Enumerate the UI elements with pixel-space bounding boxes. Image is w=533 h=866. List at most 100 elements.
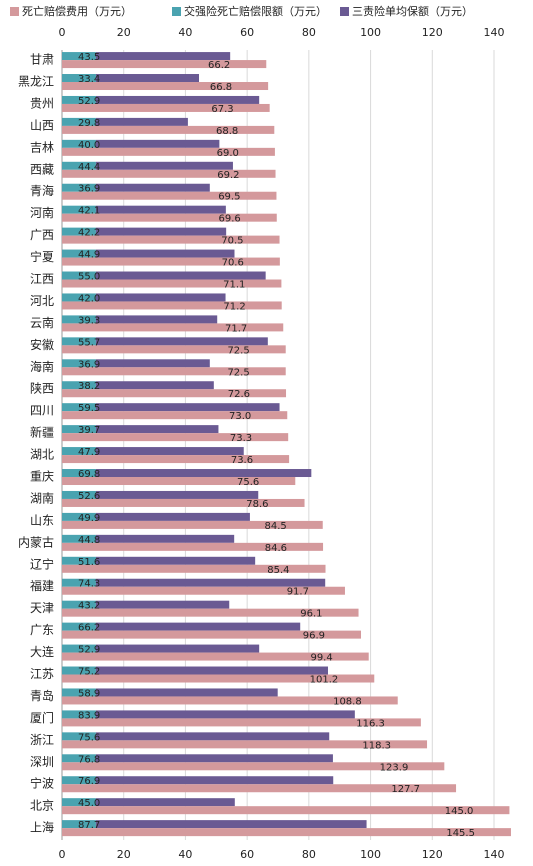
y-tick-label: 黑龙江 — [18, 75, 54, 89]
bar — [95, 139, 220, 148]
data-label: 69.5 — [218, 192, 240, 203]
legend-label: 交强险死亡赔偿限额（万元） — [184, 4, 327, 18]
bar — [95, 337, 268, 346]
data-label: 44.8 — [78, 535, 100, 546]
y-tick-label: 深圳 — [30, 755, 54, 769]
bar — [62, 205, 96, 214]
bar — [62, 191, 277, 200]
x-tick-label-top: 80 — [302, 26, 316, 39]
bar — [95, 74, 200, 83]
data-label: 58.9 — [78, 688, 100, 699]
bar — [95, 710, 355, 719]
bar — [95, 359, 210, 368]
bar — [62, 600, 96, 609]
data-label: 74.3 — [78, 579, 100, 590]
bar — [62, 323, 284, 332]
data-label: 36.9 — [78, 359, 100, 370]
y-tick-label: 浙江 — [30, 733, 54, 747]
bar — [95, 249, 235, 258]
bar — [95, 732, 330, 741]
x-tick-label-bottom: 120 — [422, 848, 443, 861]
y-tick-label: 安徽 — [30, 337, 54, 352]
bar — [62, 293, 96, 302]
data-label: 73.6 — [231, 455, 253, 466]
y-tick-label: 宁波 — [30, 776, 54, 791]
bar — [62, 688, 96, 697]
legend-swatch — [172, 7, 181, 16]
data-label: 91.7 — [287, 587, 309, 598]
y-tick-label: 天津 — [30, 601, 54, 615]
data-label: 66.2 — [78, 623, 100, 634]
x-tick-label-top: 20 — [117, 26, 131, 39]
data-label: 101.2 — [310, 675, 339, 686]
bar — [62, 534, 96, 543]
bar — [62, 411, 288, 420]
bar — [62, 776, 96, 785]
y-tick-label: 厦门 — [30, 710, 54, 725]
bar — [95, 117, 188, 126]
data-label: 72.5 — [227, 345, 249, 356]
bar — [62, 169, 276, 178]
bar — [95, 798, 235, 807]
x-tick-label-bottom: 40 — [178, 848, 192, 861]
bar — [62, 806, 510, 815]
data-label: 75.6 — [78, 732, 100, 743]
bar — [62, 279, 282, 288]
y-tick-label: 辽宁 — [30, 556, 54, 571]
legend-label: 三责险单均保额（万元） — [352, 4, 473, 18]
bar — [62, 125, 275, 134]
y-tick-label: 广西 — [30, 228, 54, 242]
bar — [62, 512, 96, 521]
data-label: 69.2 — [217, 170, 239, 181]
data-label: 49.9 — [78, 513, 100, 524]
data-label: 75.6 — [237, 477, 259, 488]
data-label: 40.0 — [78, 140, 100, 151]
bar — [62, 161, 96, 170]
legend-swatch — [340, 7, 349, 16]
data-label: 42.2 — [78, 228, 100, 239]
bar — [62, 74, 96, 83]
bar — [95, 688, 278, 697]
data-label: 69.6 — [219, 214, 241, 225]
data-label: 39.3 — [78, 315, 100, 326]
bar — [62, 447, 96, 456]
bar — [95, 644, 260, 653]
data-label: 52.9 — [78, 96, 100, 107]
bar — [62, 732, 96, 741]
data-label: 78.6 — [246, 499, 268, 510]
data-label: 99.4 — [310, 653, 332, 664]
data-label: 66.8 — [210, 82, 232, 93]
bar — [62, 425, 96, 434]
y-tick-label: 河南 — [30, 205, 54, 220]
data-label: 38.2 — [78, 381, 100, 392]
y-tick-label: 云南 — [30, 315, 54, 330]
data-label: 59.5 — [78, 403, 100, 414]
x-tick-label-top: 100 — [360, 26, 381, 39]
bar — [62, 381, 96, 390]
y-tick-label: 海南 — [30, 359, 54, 374]
bar — [62, 139, 96, 148]
bar — [95, 512, 250, 521]
bar — [95, 820, 367, 829]
y-tick-label: 重庆 — [30, 470, 54, 484]
data-label: 145.0 — [445, 806, 474, 817]
bar — [62, 117, 96, 126]
x-tick-label-bottom: 60 — [240, 848, 254, 861]
x-tick-label-bottom: 100 — [360, 848, 381, 861]
data-label: 43.5 — [78, 52, 100, 63]
y-tick-label: 四川 — [30, 404, 54, 418]
bar — [95, 469, 312, 478]
bar — [62, 345, 286, 354]
bar — [62, 586, 345, 595]
x-tick-label-top: 60 — [240, 26, 254, 39]
bar — [62, 257, 280, 266]
data-label: 75.2 — [78, 667, 100, 678]
y-tick-label: 上海 — [30, 820, 54, 835]
bar — [62, 696, 398, 705]
data-label: 51.6 — [78, 557, 100, 568]
bar — [62, 740, 428, 749]
bar — [62, 183, 96, 192]
bar — [62, 227, 96, 236]
bar — [62, 301, 282, 310]
bar — [95, 666, 328, 675]
